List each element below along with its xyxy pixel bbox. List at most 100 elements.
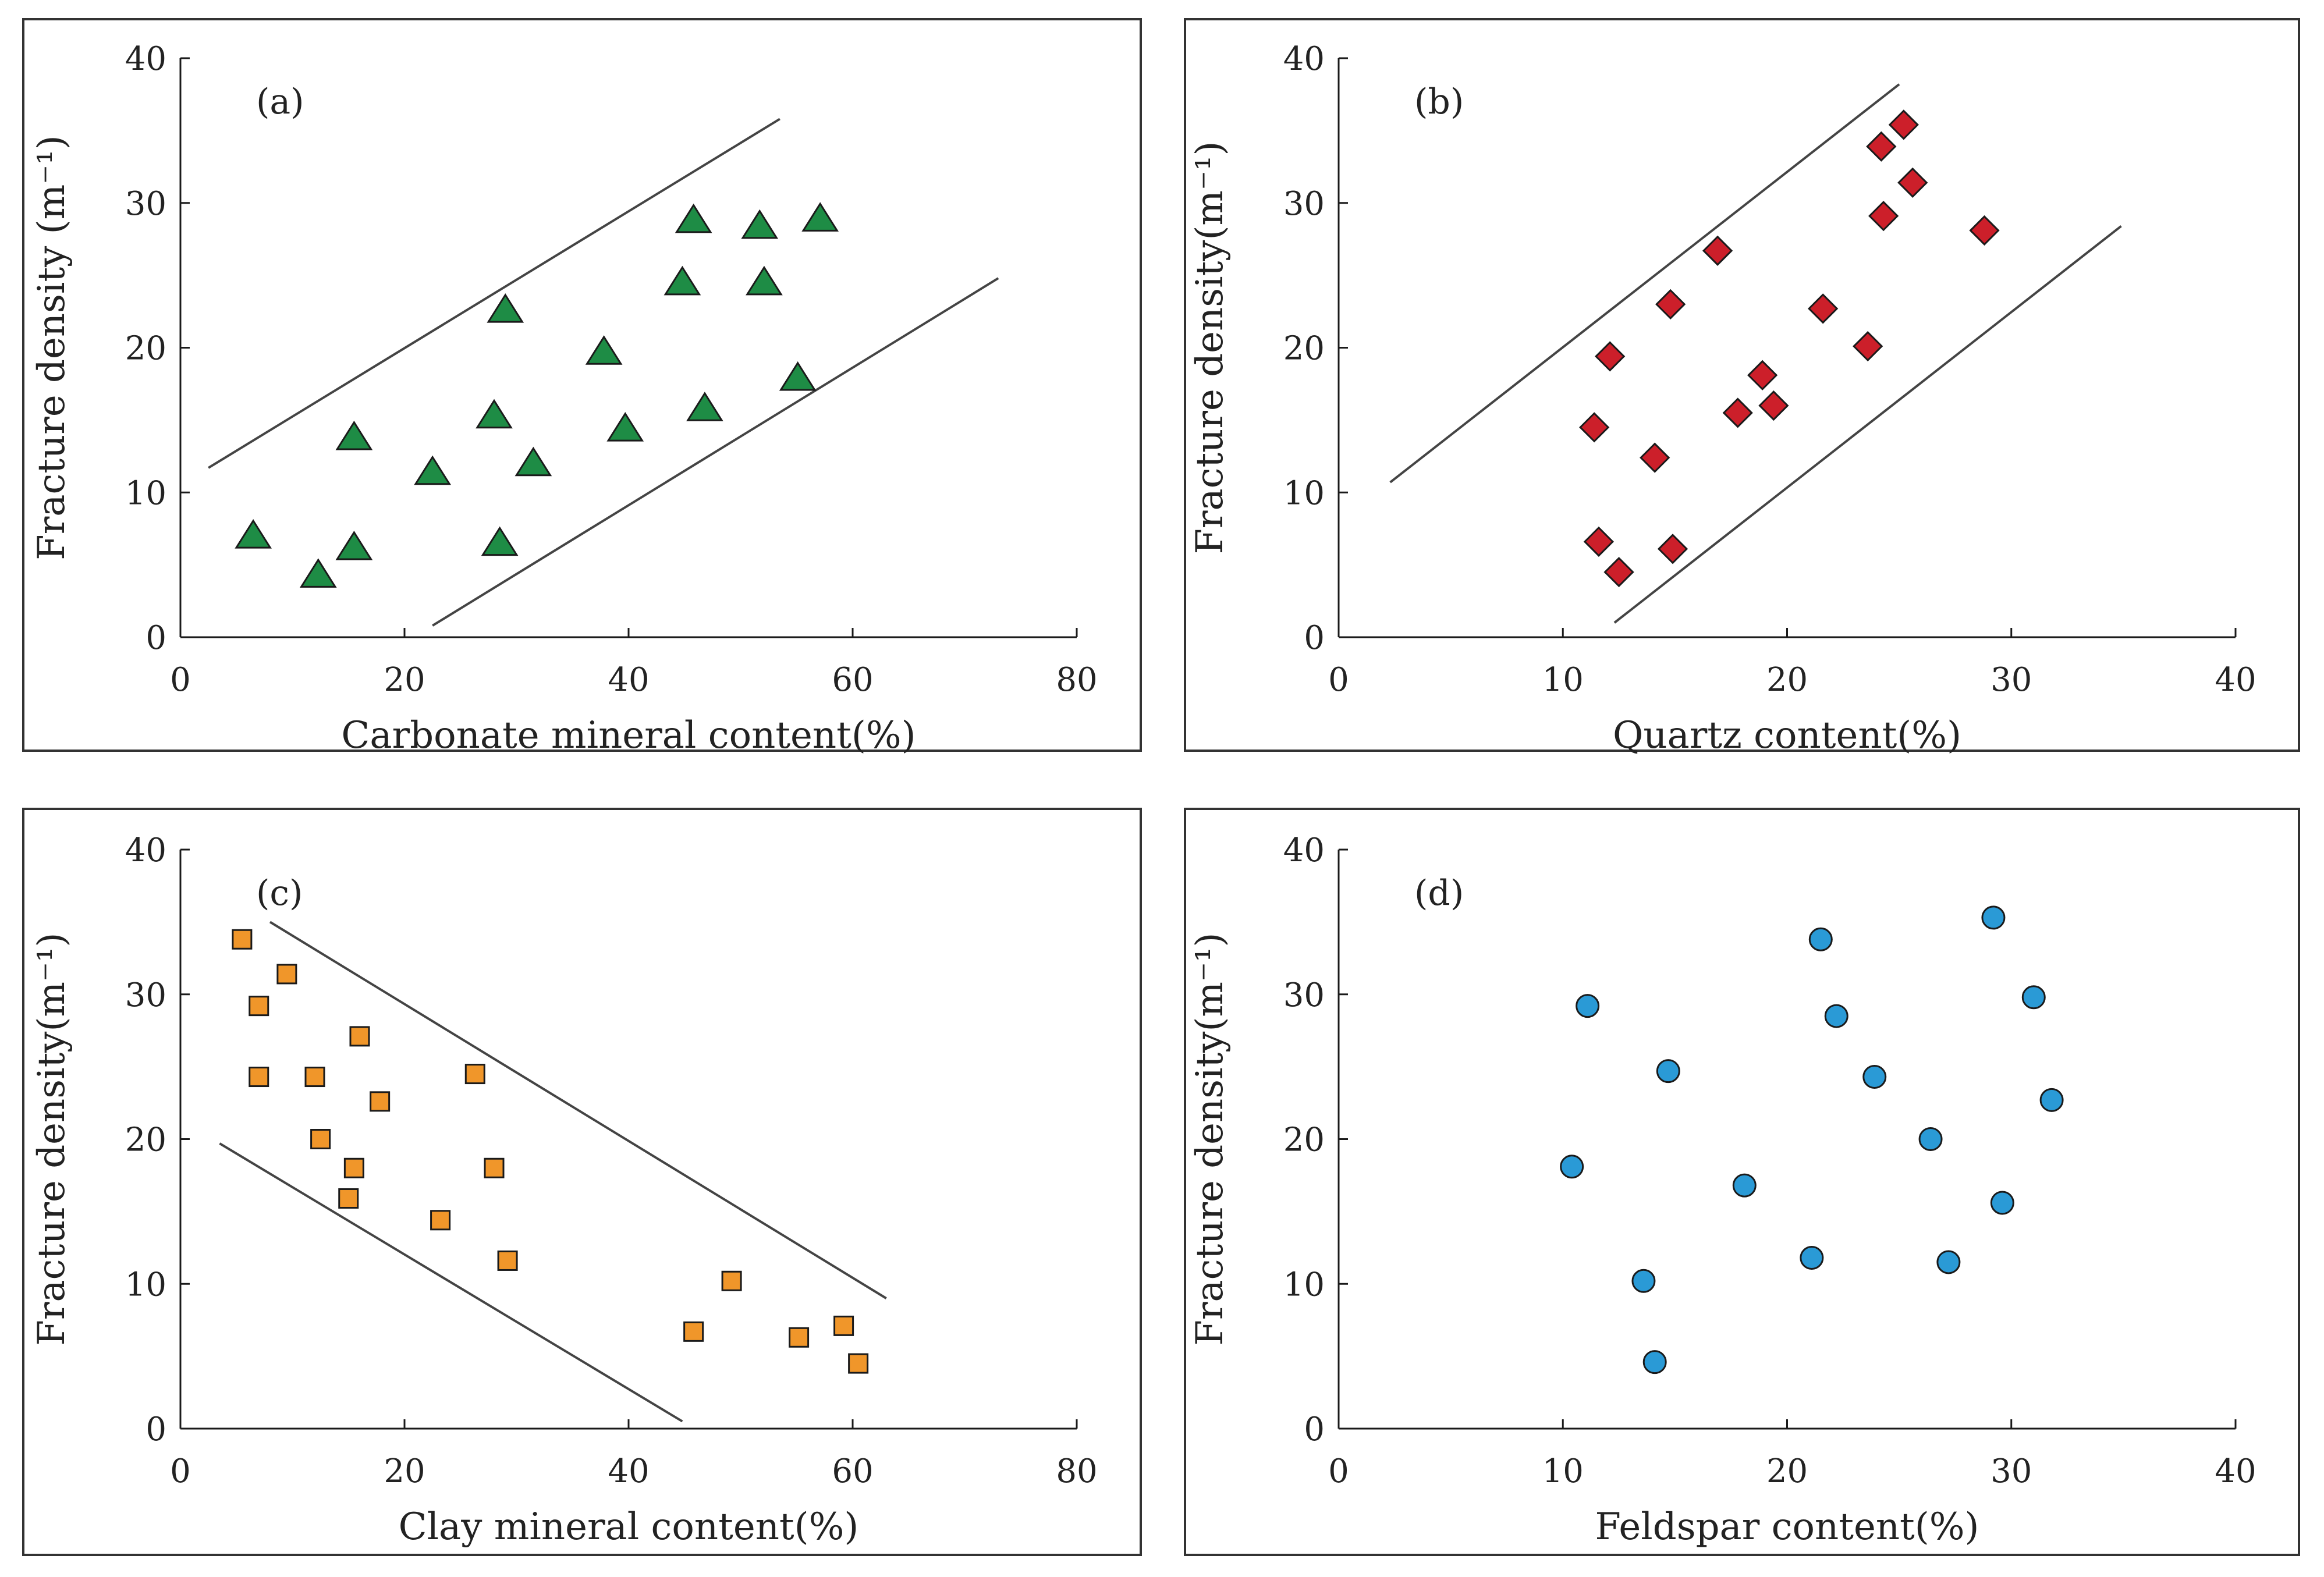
panel-c-y-axis-label: Fracture density(m⁻¹) — [30, 932, 73, 1345]
panel-b-data-point — [1969, 215, 2000, 246]
panel-c-data-point — [683, 1321, 704, 1342]
panel-b-data-point — [1866, 131, 1897, 162]
panel-c-y-tick-label: 10 — [125, 1266, 166, 1303]
panel-b-x-tick-label: 10 — [1542, 661, 1584, 699]
panel-c-data-point — [464, 1064, 485, 1085]
panel-c-data-point — [343, 1157, 364, 1178]
panel-b-y-tick-label: 0 — [1304, 619, 1325, 657]
panel-d-x-tick-label: 30 — [1991, 1452, 2032, 1490]
panel-d-y-tick-label: 30 — [1283, 976, 1325, 1014]
panel-a-label: (a) — [256, 81, 304, 122]
panel-d-x-tick-label: 20 — [1766, 1452, 1808, 1490]
panel-a-data-point — [746, 265, 783, 296]
panel-c-data-point — [349, 1026, 370, 1047]
panel-a-x-tick-label: 0 — [170, 661, 191, 699]
panel-a-data-point — [779, 361, 817, 391]
panel-a-data-point — [481, 526, 519, 556]
panel-a-data-point — [741, 209, 779, 239]
panel-a-y-tick-label: 40 — [125, 40, 166, 78]
panel-c-x-tick-label: 60 — [832, 1452, 873, 1490]
panel-c-y-tick-label: 30 — [125, 976, 166, 1014]
panel-a-envelope-line — [432, 277, 999, 627]
panel-d-data-point — [1824, 1004, 1848, 1028]
panel-c-label: (c) — [256, 873, 303, 914]
panel-b-data-point — [1758, 390, 1789, 421]
panel-b-y-tick-label: 10 — [1283, 474, 1325, 512]
panel-c-data-point — [310, 1129, 331, 1149]
panel-c-x-axis-label: Clay mineral content(%) — [399, 1505, 859, 1548]
panel-d-data-point — [1642, 1350, 1667, 1374]
panel-a-data-point — [235, 519, 272, 549]
panel-c-data-point — [338, 1188, 359, 1209]
panel-d-data-point — [1732, 1173, 1757, 1198]
panel-b-data-point — [1603, 556, 1634, 588]
panel-c-y-tick-label: 40 — [125, 832, 166, 869]
panel-b-y-tick-label: 40 — [1283, 40, 1325, 78]
panel-b-y-axis-label: Fracture density(m⁻¹) — [1188, 141, 1232, 554]
panel-c-data-point — [249, 1067, 269, 1088]
panel-b-data-point — [1888, 109, 1919, 140]
panel-a-data-point — [335, 420, 373, 450]
panel-a-data-point — [487, 293, 524, 323]
panel-b-data-point — [1657, 534, 1688, 564]
panel-c-data-point — [497, 1250, 518, 1271]
panel-d-y-tick-label: 0 — [1304, 1411, 1325, 1448]
panel-a-y-tick-label: 10 — [125, 474, 166, 512]
panel-a-y-tick-label: 20 — [125, 330, 166, 368]
panel-d-data-point — [1808, 927, 1833, 951]
panel-b-data-point — [1747, 360, 1778, 390]
panel-a-x-tick-label: 60 — [832, 661, 873, 699]
panel-a-y-tick-label: 0 — [146, 619, 166, 657]
panel-b-data-point — [1583, 526, 1615, 557]
panel-c-data-point — [370, 1091, 391, 1112]
panel-d-y-tick-label: 10 — [1283, 1266, 1325, 1303]
panel-a-data-point — [299, 558, 337, 588]
panel-c-data-point — [833, 1315, 854, 1336]
panel-b-data-point — [1808, 293, 1839, 324]
panel-a-frame — [22, 18, 1142, 752]
panel-a-data-point — [801, 202, 839, 232]
panel-b-frame — [1184, 18, 2300, 752]
panel-c-data-point — [721, 1270, 742, 1291]
panel-d-label: (d) — [1414, 873, 1464, 914]
panel-a-data-point — [515, 446, 552, 477]
panel-b-x-tick-label: 0 — [1328, 661, 1349, 699]
panel-c-data-point — [276, 964, 297, 985]
panel-d-x-tick-label: 10 — [1542, 1452, 1584, 1490]
panel-c-x-tick-label: 20 — [384, 1452, 425, 1490]
panel-c-data-point — [304, 1067, 325, 1088]
panel-a-data-point — [606, 411, 644, 442]
panel-c-data-point — [249, 996, 269, 1017]
panel-d-data-point — [1981, 905, 2006, 930]
panel-a-envelope-line — [208, 118, 780, 469]
panel-a-x-tick-label: 80 — [1056, 661, 1097, 699]
panel-c-frame — [22, 808, 1142, 1556]
panel-b: 0 10 20 30 40 0 10 20 30 40 Quartz content(%) Fract… — [1184, 18, 2300, 757]
panel-b-x-tick-label: 30 — [1991, 661, 2032, 699]
panel-d-data-point — [1576, 994, 1600, 1018]
panel-a-data-point — [335, 530, 373, 560]
panel-b-data-point — [1722, 397, 1753, 428]
panel-c-data-point — [484, 1157, 505, 1178]
panel-c-y-tick-label: 20 — [125, 1121, 166, 1159]
panel-a-y-tick-label: 30 — [125, 185, 166, 223]
panel-b-data-point — [1595, 341, 1626, 372]
panel-d-x-tick-label: 0 — [1328, 1452, 1349, 1490]
panel-a-data-point — [585, 335, 623, 365]
panel-b-data-point — [1655, 289, 1686, 319]
panel-b-envelope-line — [1613, 225, 2122, 624]
panel-d-data-point — [2021, 985, 2046, 1010]
panel-b-x-tick-label: 40 — [2215, 661, 2256, 699]
panel-b-x-tick-label: 20 — [1766, 661, 1808, 699]
panel-d-data-point — [1800, 1245, 1824, 1270]
panel-c-x-tick-label: 0 — [170, 1452, 191, 1490]
panel-b-data-point — [1853, 331, 1883, 362]
panel-a-x-tick-label: 20 — [384, 661, 425, 699]
panel-d-data-point — [1656, 1059, 1680, 1084]
panel-d-data-point — [1631, 1269, 1656, 1293]
panel-a-x-axis-label: Carbonate mineral content(%) — [341, 714, 916, 757]
panel-d-x-tick-label: 40 — [2215, 1452, 2256, 1490]
panel-c-envelope-line — [269, 921, 887, 1299]
panel-b-data-point — [1868, 201, 1899, 232]
panel-a-data-point — [664, 265, 701, 296]
